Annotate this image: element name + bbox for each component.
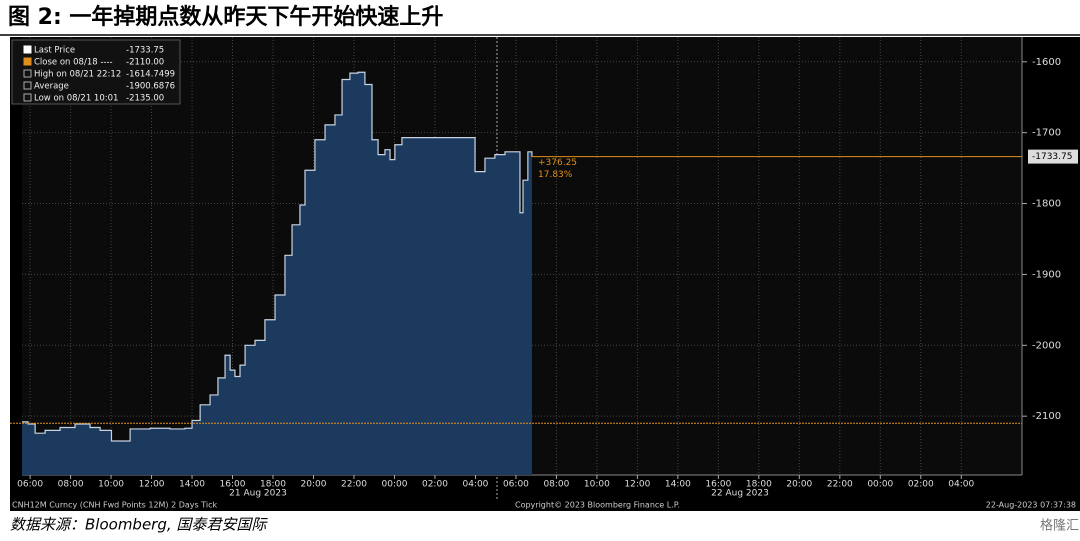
x-tick-label: 20:00 xyxy=(301,480,327,490)
legend-swatch xyxy=(23,81,32,90)
footer: 22-Aug-2023 07:37:38 xyxy=(986,501,1076,510)
legend-swatch xyxy=(23,69,32,78)
legend-box xyxy=(11,39,181,105)
y-tick-label: -1600 xyxy=(1032,57,1061,68)
x-tick-label: 08:00 xyxy=(543,480,569,490)
y-tick-label: -1800 xyxy=(1032,199,1061,210)
x-tick-label: 22:00 xyxy=(341,480,367,490)
change-label: +376.25 xyxy=(538,158,577,168)
y-tick-label: -1700 xyxy=(1032,128,1061,139)
x-tick-label: 22:00 xyxy=(827,480,853,490)
x-tick-label: 14:00 xyxy=(179,480,205,490)
date-label: 22 Aug 2023 xyxy=(711,489,769,499)
x-tick-label: 12:00 xyxy=(139,480,165,490)
legend-label: Close on 08/18 ---- xyxy=(34,58,113,68)
area-fill xyxy=(22,72,532,476)
legend-value: -1900.6876 xyxy=(126,82,175,92)
last-label: -1733.75 xyxy=(1032,152,1072,162)
y-tick-label: -2000 xyxy=(1032,340,1061,351)
figure-title: 图 2: 一年掉期点数从昨天下午开始快速上升 xyxy=(8,4,443,30)
legend-value: -2135.00 xyxy=(126,94,164,104)
x-tick-label: 14:00 xyxy=(665,480,691,490)
legend-value: -1733.75 xyxy=(126,46,164,56)
line xyxy=(22,71,533,442)
x-tick-label: 04:00 xyxy=(948,480,974,490)
legend-swatch xyxy=(23,93,32,102)
x-tick-label: 00:00 xyxy=(867,480,893,490)
y-tick-label: -1900 xyxy=(1032,269,1061,280)
x-tick-label: 06:00 xyxy=(503,480,529,490)
x-tick-label: 00:00 xyxy=(382,480,408,490)
legend-value: -1614.7499 xyxy=(126,70,175,80)
x-tick-label: 18:00 xyxy=(746,480,772,490)
legend-label: Low on 08/21 10:01 xyxy=(34,94,118,104)
x-tick-label: 02:00 xyxy=(908,480,934,490)
footer: Copyright© 2023 Bloomberg Finance L.P. xyxy=(515,501,680,510)
x-tick-label: 04:00 xyxy=(462,480,488,490)
legend-value: -2110.00 xyxy=(126,58,164,68)
x-tick-label: 12:00 xyxy=(624,480,650,490)
x-tick-label: 18:00 xyxy=(260,480,286,490)
legend-label: Last Price xyxy=(34,46,75,56)
footer: CNH12M Curncy (CNH Fwd Points 12M) 2 Day… xyxy=(12,501,218,510)
watermark: 格隆汇 xyxy=(1040,518,1079,534)
legend-label: High on 08/21 22:12 xyxy=(34,70,121,80)
legend-label: Average xyxy=(34,82,69,92)
x-tick-label: 16:00 xyxy=(220,480,246,490)
legend-swatch xyxy=(23,45,32,54)
y-tick-label: -2100 xyxy=(1032,411,1061,422)
x-tick-label: 10:00 xyxy=(584,480,610,490)
x-tick-label: 16:00 xyxy=(705,480,731,490)
x-tick-label: 10:00 xyxy=(98,480,124,490)
change-label: 17.83% xyxy=(538,170,573,180)
last-badge xyxy=(1028,149,1078,164)
x-tick-label: 06:00 xyxy=(17,480,43,490)
x-tick-label: 20:00 xyxy=(786,480,812,490)
x-tick-label: 02:00 xyxy=(422,480,448,490)
source: 数据来源：Bloomberg, 国泰君安国际 xyxy=(10,516,268,534)
date-label: 21 Aug 2023 xyxy=(229,489,287,499)
x-tick-label: 08:00 xyxy=(58,480,84,490)
legend-swatch xyxy=(23,57,32,66)
